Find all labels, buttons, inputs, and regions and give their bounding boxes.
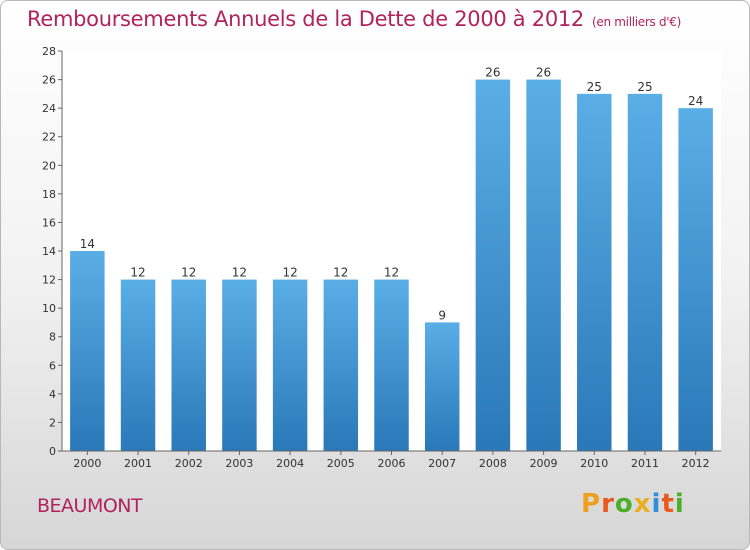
y-tick-label: 10	[42, 302, 56, 315]
bar	[577, 93, 612, 451]
y-tick-label: 26	[42, 74, 56, 87]
bar-value-label: 26	[485, 66, 500, 80]
bar	[222, 279, 257, 451]
logo-letter: r	[601, 489, 615, 519]
chart-title: Remboursements Annuels de la Dette de 20…	[27, 7, 681, 31]
logo-letter: i	[674, 489, 685, 519]
bar-value-label: 12	[232, 266, 247, 280]
y-tick-label: 12	[42, 274, 56, 287]
bar	[678, 108, 713, 452]
bar	[70, 251, 105, 451]
bar	[171, 279, 206, 451]
bar-value-label: 26	[536, 66, 551, 80]
city-name: BEAUMONT	[37, 495, 143, 517]
x-tick-label: 2012	[682, 457, 710, 470]
bar-value-label: 25	[637, 80, 652, 94]
chart-unit: (en milliers d'€)	[592, 15, 682, 29]
x-tick-label: 2001	[124, 457, 152, 470]
y-tick-label: 2	[49, 416, 56, 429]
bar	[475, 79, 511, 452]
y-tick-label: 0	[49, 445, 56, 458]
y-tick-label: 6	[49, 359, 56, 372]
x-tick-label: 2007	[428, 457, 456, 470]
x-tick-label: 2003	[225, 457, 253, 470]
y-tick-label: 8	[49, 331, 56, 344]
y-tick-label: 4	[49, 388, 56, 401]
y-tick-label: 18	[42, 188, 56, 201]
bar-value-label: 12	[384, 266, 399, 280]
logo-letter: x	[633, 489, 652, 519]
bar-value-label: 12	[181, 266, 196, 280]
bar-value-label: 12	[130, 266, 145, 280]
y-tick-label: 28	[42, 45, 56, 58]
y-tick-label: 24	[42, 102, 56, 115]
bar	[374, 279, 409, 451]
y-tick-label: 22	[42, 131, 56, 144]
x-tick-label: 2011	[631, 457, 659, 470]
x-tick-label: 2008	[479, 457, 507, 470]
y-tick-label: 20	[42, 159, 56, 172]
x-axis: 2000 2001 2002 2003 2004 2005 2006 2007 2008 2009…	[62, 450, 721, 470]
x-tick-label: 2006	[378, 457, 406, 470]
x-tick-label: 2002	[175, 457, 203, 470]
bar-value-label: 24	[688, 94, 703, 108]
bar	[323, 279, 359, 451]
bar	[272, 279, 308, 451]
proxiti-logo[interactable]: Proxiti	[581, 489, 685, 519]
logo-letter: o	[614, 489, 634, 519]
x-tick-label: 2004	[276, 457, 304, 470]
x-tick-label: 2010	[580, 457, 608, 470]
bar-value-label: 25	[587, 80, 602, 94]
bar-value-label: 12	[282, 266, 297, 280]
logo-letter: t	[661, 489, 675, 519]
x-tick-label: 2000	[73, 457, 101, 470]
y-tick-label: 14	[42, 245, 56, 258]
x-tick-label: 2009	[530, 457, 558, 470]
bar-value-label: 9	[438, 308, 446, 322]
chart-title-text: Remboursements Annuels de la Dette de 20…	[27, 7, 584, 31]
bar	[627, 93, 663, 451]
y-tick-label: 16	[42, 216, 56, 229]
bar-value-label: 14	[80, 237, 95, 251]
bars: 14 12 12 12 12 12 12 9 26 26 25 25 24	[70, 66, 713, 452]
bar	[526, 79, 561, 452]
bar-value-label: 12	[333, 266, 348, 280]
logo-letter: i	[651, 489, 662, 519]
bar	[424, 322, 460, 451]
bar	[120, 279, 156, 451]
x-tick-label: 2005	[327, 457, 355, 470]
logo-letter: P	[581, 489, 602, 519]
